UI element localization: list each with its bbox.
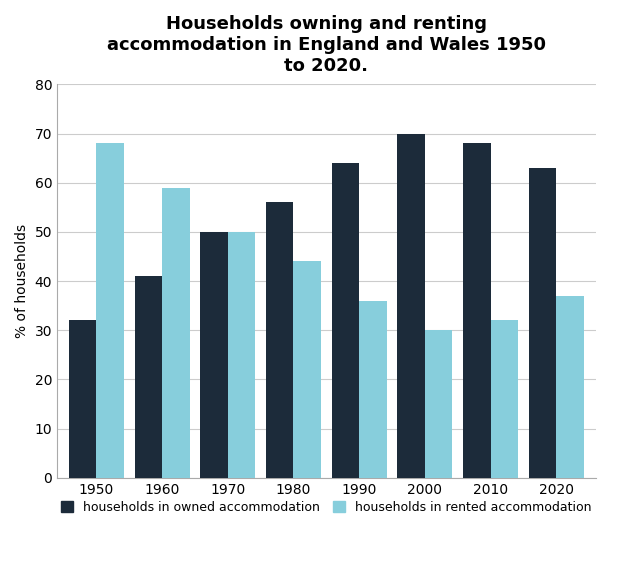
Bar bbox=[556, 296, 584, 478]
Bar bbox=[69, 320, 97, 478]
Bar bbox=[359, 301, 387, 478]
Y-axis label: % of households: % of households bbox=[15, 224, 29, 338]
Bar bbox=[528, 168, 556, 478]
Bar bbox=[97, 144, 124, 478]
Bar bbox=[266, 203, 293, 478]
Bar bbox=[331, 163, 359, 478]
Legend: households in owned accommodation, households in rented accommodation: households in owned accommodation, house… bbox=[56, 496, 597, 519]
Bar bbox=[135, 276, 162, 478]
Bar bbox=[200, 232, 228, 478]
Bar bbox=[293, 262, 321, 478]
Bar bbox=[463, 144, 490, 478]
Bar bbox=[425, 330, 453, 478]
Bar bbox=[162, 188, 190, 478]
Bar bbox=[398, 134, 425, 478]
Bar bbox=[228, 232, 255, 478]
Bar bbox=[490, 320, 518, 478]
Title: Households owning and renting
accommodation in England and Wales 1950
to 2020.: Households owning and renting accommodat… bbox=[107, 15, 546, 75]
